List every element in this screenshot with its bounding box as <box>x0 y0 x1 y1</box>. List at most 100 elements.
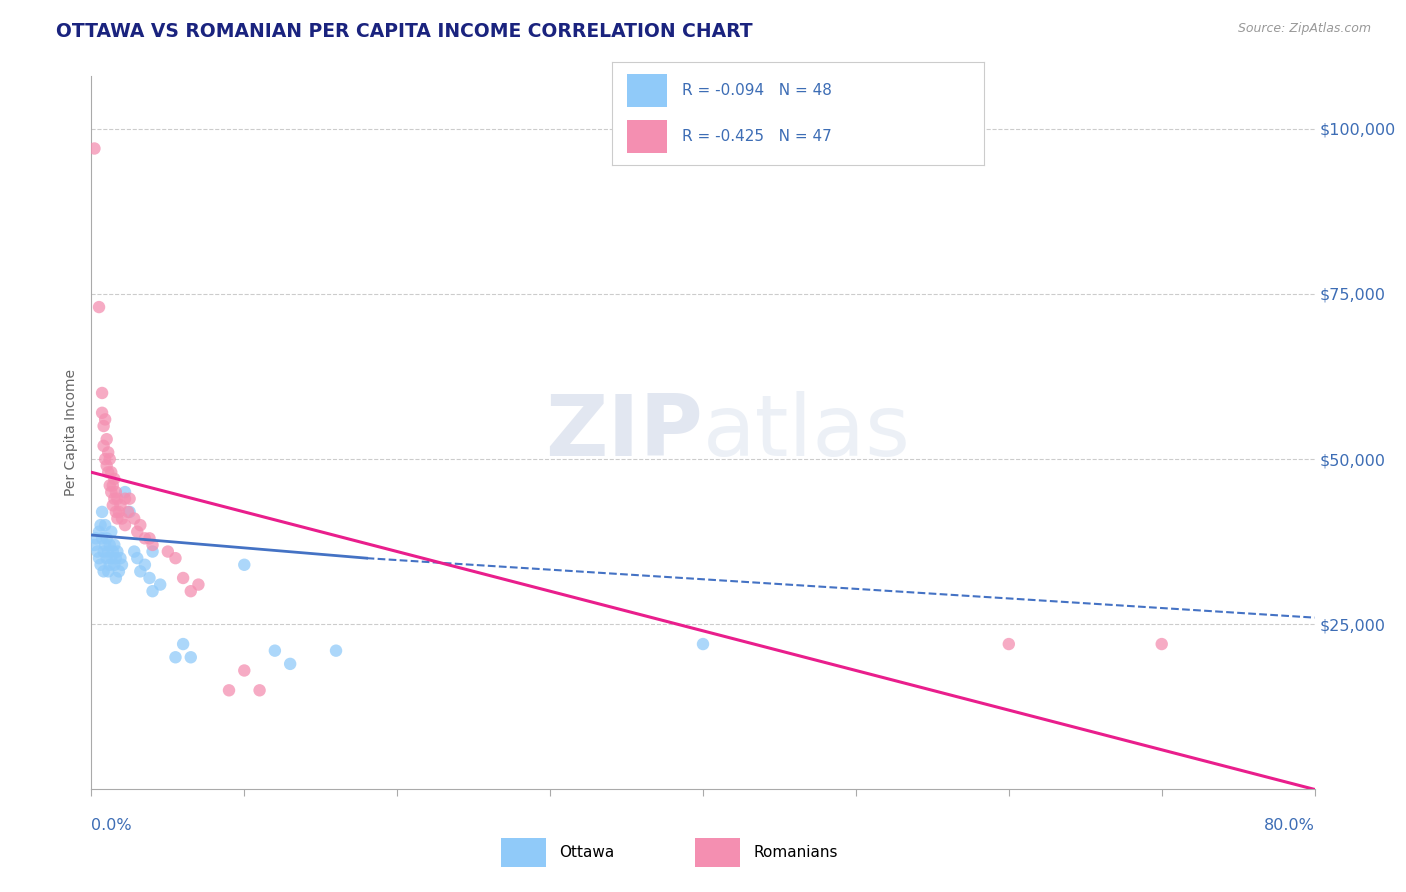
Point <box>117 505 139 519</box>
Point <box>114 485 136 500</box>
Point <box>1150 637 1173 651</box>
Text: Romanians: Romanians <box>754 846 838 860</box>
Point <box>100 465 122 479</box>
Point <box>104 571 127 585</box>
Point <box>111 511 134 525</box>
Bar <box>695 838 740 867</box>
Point <box>249 683 271 698</box>
Point <box>149 577 172 591</box>
Point <box>165 650 187 665</box>
Text: Source: ZipAtlas.com: Source: ZipAtlas.com <box>1237 22 1371 36</box>
Point <box>138 532 160 546</box>
Point <box>98 538 121 552</box>
Point <box>172 637 194 651</box>
Point <box>108 565 131 579</box>
Point <box>93 439 115 453</box>
Text: atlas: atlas <box>703 391 911 475</box>
Point <box>83 141 105 155</box>
Point <box>172 571 194 585</box>
Point <box>90 558 112 572</box>
Point <box>122 544 145 558</box>
Point <box>110 551 132 566</box>
Point <box>118 491 141 506</box>
Point <box>105 511 128 525</box>
Text: ZIP: ZIP <box>546 391 703 475</box>
Text: R = -0.094   N = 48: R = -0.094 N = 48 <box>682 83 832 97</box>
Bar <box>627 120 668 153</box>
Point <box>84 532 107 546</box>
Point <box>94 412 117 426</box>
Point <box>96 458 118 473</box>
Point <box>218 683 240 698</box>
Point <box>87 300 110 314</box>
Text: Ottawa: Ottawa <box>560 846 614 860</box>
Text: 80.0%: 80.0% <box>1264 818 1315 832</box>
Point <box>325 643 347 657</box>
Point <box>91 406 114 420</box>
Point <box>127 524 149 539</box>
Point <box>114 491 136 506</box>
Point <box>94 538 117 552</box>
Point <box>104 551 127 566</box>
Point <box>87 524 110 539</box>
Point <box>104 485 127 500</box>
Point <box>101 544 124 558</box>
Point <box>108 505 131 519</box>
Point <box>98 478 121 492</box>
Point <box>138 571 160 585</box>
Point <box>96 432 118 446</box>
Point <box>141 584 163 599</box>
Point <box>998 637 1021 651</box>
Point <box>91 386 114 401</box>
Point <box>86 544 108 558</box>
Point <box>134 532 156 546</box>
Point <box>103 472 125 486</box>
Point <box>83 538 105 552</box>
Point <box>97 544 120 558</box>
Bar <box>627 74 668 106</box>
Point <box>98 452 121 467</box>
Point <box>278 657 301 671</box>
Point <box>98 558 121 572</box>
Text: OTTAWA VS ROMANIAN PER CAPITA INCOME CORRELATION CHART: OTTAWA VS ROMANIAN PER CAPITA INCOME COR… <box>56 22 752 41</box>
Point <box>101 498 124 512</box>
Point <box>129 518 152 533</box>
Point <box>264 643 287 657</box>
Point <box>103 491 125 506</box>
Point <box>165 551 187 566</box>
Point <box>110 498 132 512</box>
Point <box>96 551 118 566</box>
Point <box>129 565 152 579</box>
Point <box>103 558 125 572</box>
Point <box>180 650 202 665</box>
Point <box>104 505 127 519</box>
Point <box>91 532 114 546</box>
Point <box>97 465 120 479</box>
Point <box>96 532 118 546</box>
Point <box>93 565 115 579</box>
Point <box>111 558 134 572</box>
Point <box>114 518 136 533</box>
Point <box>105 544 128 558</box>
Point <box>180 584 202 599</box>
Point <box>91 505 114 519</box>
Point <box>90 518 112 533</box>
Point <box>93 419 115 434</box>
Text: 0.0%: 0.0% <box>91 818 132 832</box>
Bar <box>501 838 546 867</box>
Point <box>122 511 145 525</box>
Point <box>118 505 141 519</box>
Point <box>93 544 115 558</box>
Point <box>692 637 714 651</box>
Point <box>187 577 209 591</box>
Point <box>127 551 149 566</box>
Point <box>87 551 110 566</box>
Y-axis label: Per Capita Income: Per Capita Income <box>65 369 79 496</box>
Point <box>97 565 120 579</box>
Point <box>134 558 156 572</box>
Point <box>100 485 122 500</box>
Point <box>233 664 256 678</box>
Point <box>97 445 120 459</box>
Point <box>233 558 256 572</box>
Point <box>100 524 122 539</box>
